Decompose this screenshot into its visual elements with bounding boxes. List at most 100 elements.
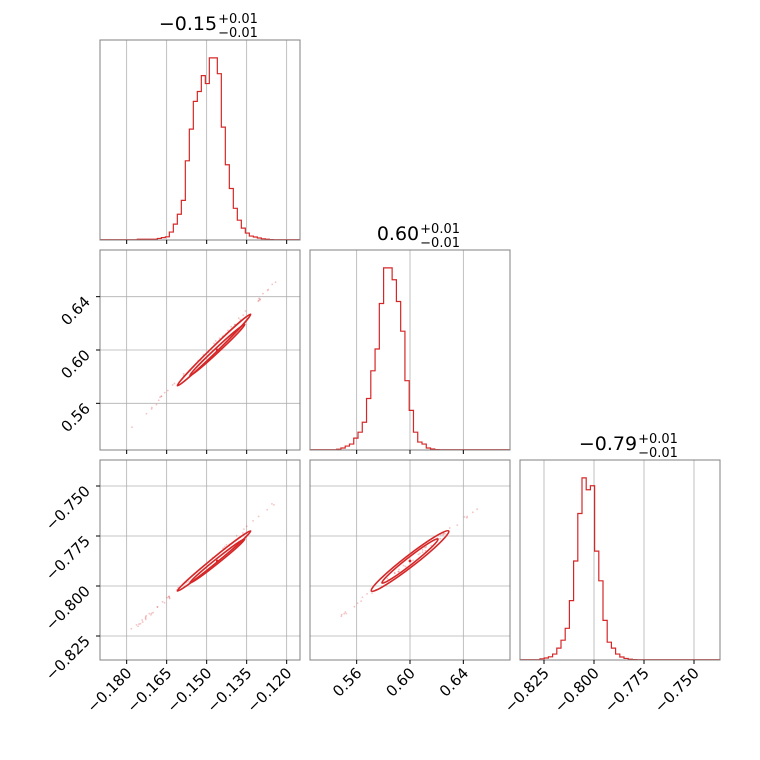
sample-point	[241, 532, 244, 534]
sample-point	[138, 623, 140, 626]
sample-point	[360, 600, 363, 602]
sample-point	[168, 596, 171, 599]
sample-point	[271, 283, 274, 286]
sample-point	[444, 532, 446, 535]
sample-point	[166, 596, 169, 599]
sample-point	[225, 544, 228, 546]
sample-point	[242, 528, 245, 531]
contour-outer	[176, 313, 252, 387]
sample-point	[163, 601, 166, 604]
sample-point	[404, 565, 407, 568]
sample-point	[418, 552, 421, 555]
sample-point	[259, 298, 261, 300]
y-tick-label: −0.750	[42, 482, 94, 534]
sample-point	[356, 602, 359, 605]
sample-point	[361, 596, 364, 599]
sample-point	[345, 612, 348, 615]
sample-point	[173, 382, 176, 385]
x-tick-label: −0.775	[601, 664, 653, 716]
sample-point	[371, 592, 373, 594]
sample-point	[257, 299, 260, 302]
sample-point	[131, 426, 133, 429]
sample-point	[150, 613, 152, 616]
x-tick-label: 0.60	[382, 664, 418, 700]
contour-outer	[370, 529, 450, 593]
sample-point	[442, 532, 445, 535]
sample-point	[163, 391, 166, 394]
histogram-title-upper: +0.01	[420, 222, 460, 237]
histogram-series	[310, 267, 510, 451]
histogram-title-lower: −0.01	[218, 26, 258, 41]
y-tick-label: −0.825	[42, 632, 94, 684]
sample-point	[466, 516, 468, 519]
y-tick-label: −0.800	[42, 582, 94, 634]
histogram-title: −0.15	[159, 13, 217, 35]
sample-point	[344, 611, 347, 613]
histogram-title-lower: −0.01	[638, 446, 678, 461]
sample-point	[417, 553, 420, 556]
x-tick-label: 0.56	[329, 664, 365, 700]
sample-point	[266, 289, 269, 292]
sample-point	[440, 533, 442, 536]
sample-point	[141, 619, 144, 621]
sample-point	[424, 549, 427, 552]
sample-point	[155, 403, 158, 406]
sample-point	[135, 623, 138, 626]
contour-inner	[189, 538, 246, 584]
sample-point	[343, 612, 346, 615]
sample-point	[145, 614, 148, 617]
sample-point	[182, 372, 185, 375]
sample-point	[257, 300, 260, 302]
sample-point	[148, 612, 151, 615]
sample-point	[150, 406, 153, 409]
sample-point	[397, 570, 400, 573]
sample-point	[214, 340, 217, 342]
sample-point	[258, 297, 260, 300]
sample-point	[442, 533, 444, 536]
sample-point	[245, 525, 248, 528]
sample-point	[156, 606, 159, 608]
histogram-title: −0.79	[579, 433, 637, 455]
sample-point	[252, 519, 255, 522]
y-tick-label: 0.56	[57, 399, 93, 435]
histogram-title-lower: −0.01	[420, 236, 460, 251]
histogram-title-upper: +0.01	[638, 432, 678, 447]
sample-point	[340, 613, 343, 616]
sample-point	[466, 515, 469, 518]
sample-point	[397, 570, 400, 573]
sample-point	[259, 298, 261, 301]
sample-point	[157, 399, 160, 402]
sample-point	[137, 625, 139, 628]
sample-point	[423, 546, 426, 549]
sample-point	[144, 617, 147, 620]
sample-point	[421, 551, 424, 553]
sample-point	[244, 310, 247, 312]
sample-point	[227, 329, 229, 332]
sample-point	[150, 612, 153, 615]
sample-point	[152, 611, 154, 614]
sample-point	[340, 615, 343, 618]
sample-point	[257, 515, 260, 518]
sample-point	[168, 597, 171, 600]
y-tick-label: 0.64	[57, 293, 93, 329]
sample-point	[230, 325, 233, 328]
x-tick-label: −0.120	[244, 664, 296, 716]
sample-point	[237, 317, 240, 320]
sample-point	[130, 627, 133, 630]
sample-point	[166, 389, 169, 392]
sample-point	[425, 546, 428, 548]
sample-point	[456, 524, 459, 527]
sample-point	[463, 516, 466, 518]
sample-point	[398, 568, 401, 571]
y-tick-label: −0.775	[42, 532, 94, 584]
sample-point	[267, 288, 270, 291]
histogram-title-upper: +0.01	[218, 12, 258, 27]
sample-point	[161, 600, 164, 603]
sample-point	[156, 606, 159, 608]
sample-point	[471, 511, 474, 514]
sample-point	[223, 545, 226, 548]
sample-point	[242, 314, 245, 317]
sample-point	[266, 508, 269, 511]
sample-point	[448, 527, 451, 529]
